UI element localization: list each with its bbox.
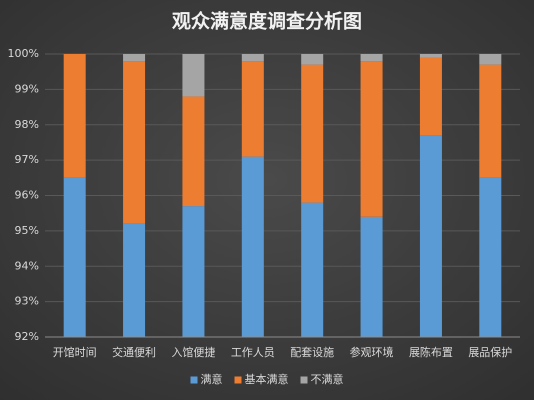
- bar-segment: [123, 54, 146, 62]
- bar-segment: [479, 64, 502, 178]
- bar-segment: [182, 96, 205, 207]
- bar-segment: [123, 61, 146, 224]
- bar-segment: [301, 202, 324, 337]
- bar-segment: [419, 135, 442, 337]
- x-tick-label: 交通便利: [112, 345, 156, 359]
- legend-swatch: [190, 376, 198, 384]
- y-tick-label: 92%: [15, 330, 39, 343]
- bar-segment: [182, 54, 205, 97]
- y-tick-label: 100%: [8, 47, 39, 60]
- bar-segment: [301, 64, 324, 203]
- bar-segment: [241, 61, 264, 157]
- y-tick-label: 95%: [15, 224, 39, 237]
- x-tick-label: 展陈布置: [409, 345, 453, 359]
- y-tick-label: 97%: [15, 153, 39, 166]
- legend-label: 满意: [201, 372, 223, 386]
- bar-segment: [241, 156, 264, 337]
- x-tick-label: 展品保护: [468, 345, 512, 359]
- y-tick-label: 99%: [15, 82, 39, 95]
- legend-swatch: [234, 376, 242, 384]
- x-tick-label: 配套设施: [290, 346, 334, 359]
- bar-segment: [419, 57, 442, 136]
- bar-segment: [360, 54, 383, 62]
- bar-segment: [63, 54, 86, 178]
- bar-segment: [479, 177, 502, 337]
- bar-segment: [182, 206, 205, 337]
- bar-segment: [360, 61, 383, 217]
- bar-segment: [360, 216, 383, 337]
- bar-segment: [301, 54, 324, 65]
- x-tick-label: 工作人员: [231, 346, 275, 359]
- legend-swatch: [300, 376, 308, 384]
- x-tick-label: 开馆时间: [53, 345, 97, 359]
- y-tick-label: 98%: [15, 118, 39, 131]
- bar-segment: [419, 54, 442, 58]
- bar-segment: [241, 54, 264, 62]
- y-tick-label: 96%: [15, 189, 39, 202]
- bar-segment: [63, 177, 86, 337]
- legend-label: 不满意: [311, 372, 344, 386]
- legend-label: 基本满意: [245, 372, 289, 386]
- bar-segment: [123, 223, 146, 337]
- y-tick-label: 93%: [15, 295, 39, 308]
- x-tick-label: 参观环境: [350, 345, 394, 359]
- x-tick-label: 入馆便捷: [171, 345, 215, 359]
- bar-segment: [479, 54, 502, 65]
- y-tick-label: 94%: [15, 259, 39, 272]
- chart-title: 观众满意度调查分析图: [172, 10, 362, 33]
